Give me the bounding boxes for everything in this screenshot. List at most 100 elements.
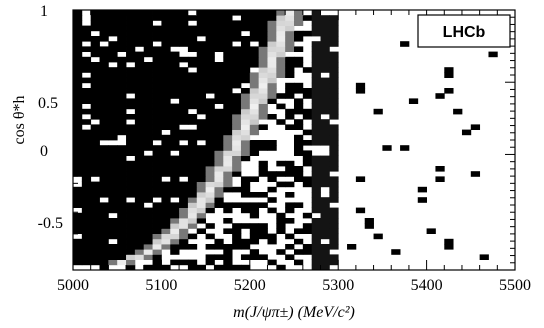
heatmap-bin <box>223 186 233 193</box>
heatmap-bin <box>223 108 233 115</box>
heatmap-bin <box>134 134 145 141</box>
heatmap-bin <box>161 150 171 156</box>
heatmap-bin <box>99 98 109 104</box>
heatmap-bin <box>73 10 83 16</box>
heatmap-bin <box>311 88 321 94</box>
heatmap-bin <box>444 238 454 245</box>
heatmap-bin <box>223 93 233 99</box>
heatmap-bin <box>90 202 100 208</box>
heatmap-bin <box>90 124 100 130</box>
heatmap-bin <box>258 51 268 58</box>
heatmap-bin <box>108 119 118 125</box>
heatmap-bin <box>329 62 339 68</box>
heatmap-bin <box>99 20 109 26</box>
heatmap-bin <box>152 166 162 172</box>
heatmap-bin <box>232 233 242 240</box>
heatmap-bin <box>143 25 153 32</box>
heatmap-bin <box>258 72 268 78</box>
heatmap-bin <box>134 254 145 260</box>
heatmap-bin <box>152 72 162 78</box>
heatmap-bin <box>232 56 242 63</box>
heatmap-bin <box>81 155 92 162</box>
heatmap-bin <box>73 82 83 89</box>
heatmap-bin <box>285 20 295 26</box>
heatmap-bin <box>170 212 180 219</box>
heatmap-bin <box>320 108 330 115</box>
heatmap-bin <box>90 259 100 266</box>
heatmap-bin <box>258 20 268 26</box>
heatmap-bin <box>152 129 162 136</box>
heatmap-bin <box>90 197 100 203</box>
heatmap-bin <box>161 88 171 94</box>
heatmap-bin <box>214 134 224 141</box>
heatmap-bin <box>134 41 145 47</box>
heatmap-bin <box>223 155 233 162</box>
heatmap-bin <box>90 207 100 214</box>
heatmap-bin <box>205 254 215 260</box>
heatmap-bin <box>267 238 277 245</box>
x-tick-label-5100: 5100 <box>145 277 177 294</box>
heatmap-bin <box>329 72 339 78</box>
heatmap-bin <box>276 51 286 58</box>
heatmap-bin <box>81 134 92 141</box>
heatmap-bin <box>214 140 224 146</box>
heatmap-bin <box>126 207 136 214</box>
heatmap-bin <box>179 223 189 229</box>
heatmap-bin <box>205 259 215 266</box>
heatmap-bin <box>223 82 233 89</box>
heatmap-bin <box>435 166 445 172</box>
heatmap-bin <box>99 223 109 229</box>
heatmap-bin <box>311 15 321 21</box>
heatmap-bin <box>117 160 127 167</box>
heatmap-bin <box>161 114 171 120</box>
heatmap-bin <box>161 41 171 47</box>
heatmap-bin <box>187 98 198 104</box>
x-tick-label-5500: 5500 <box>499 277 531 294</box>
heatmap-bin <box>223 56 233 63</box>
heatmap-bin <box>187 36 198 42</box>
heatmap-bin <box>143 15 153 21</box>
heatmap-bin <box>276 181 286 188</box>
heatmap-bin <box>329 259 339 266</box>
heatmap-bin <box>187 197 198 203</box>
heatmap-bin <box>161 56 171 63</box>
heatmap-bin <box>285 46 295 52</box>
heatmap-bin <box>108 82 118 89</box>
heatmap-bin <box>90 15 100 21</box>
heatmap-bin <box>134 150 145 156</box>
heatmap-bin <box>232 171 242 177</box>
heatmap-bin <box>126 166 136 172</box>
heatmap-bin <box>126 98 136 104</box>
heatmap-bin <box>143 77 153 84</box>
heatmap-bin <box>126 160 136 167</box>
heatmap-bin <box>108 10 118 16</box>
heatmap-bin <box>134 72 145 78</box>
heatmap-bin <box>161 62 171 68</box>
heatmap-bin <box>267 41 277 47</box>
heatmap-bin <box>126 72 136 78</box>
heatmap-bin <box>126 223 136 229</box>
heatmap-bin <box>81 98 92 104</box>
heatmap-bin <box>196 82 206 89</box>
heatmap-bin <box>143 51 153 58</box>
heatmap-bin <box>294 228 304 234</box>
heatmap-bin <box>320 15 330 21</box>
heatmap-bin <box>232 186 242 193</box>
heatmap-bin <box>267 25 277 32</box>
heatmap-bin <box>232 98 242 104</box>
heatmap-bin <box>329 228 339 234</box>
heatmap-bin <box>223 36 233 42</box>
heatmap-bin <box>126 36 136 42</box>
heatmap-bin <box>232 46 242 52</box>
heatmap-bin <box>329 51 339 58</box>
heatmap-bin <box>329 176 339 182</box>
heatmap-bin <box>99 202 109 208</box>
heatmap-bin <box>179 88 189 94</box>
heatmap-bin <box>187 160 198 167</box>
heatmap-bin <box>152 93 162 99</box>
heatmap-bin <box>117 176 127 182</box>
heatmap-bin <box>152 249 162 255</box>
heatmap-bin <box>223 25 233 32</box>
heatmap-bin <box>294 15 304 21</box>
heatmap-bin <box>179 77 189 84</box>
